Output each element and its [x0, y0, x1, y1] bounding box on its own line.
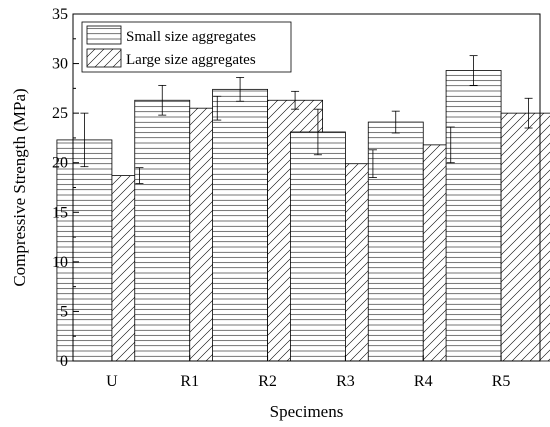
- legend-swatch-large-aggregates: [86, 48, 122, 68]
- y-tick-label: 5: [60, 303, 68, 320]
- x-tick-label: R2: [258, 373, 277, 390]
- y-tick-label: 35: [52, 6, 68, 23]
- legend: Small size aggregates Large size aggrega…: [81, 21, 292, 73]
- x-tick-label: R1: [180, 373, 199, 390]
- x-tick-label: R3: [336, 373, 355, 390]
- bar-r4-series-0: [367, 121, 424, 362]
- x-tick-label: R4: [414, 373, 433, 390]
- y-tick-label: 20: [52, 155, 68, 172]
- y-tick-label: 30: [52, 56, 68, 73]
- bar-r5-series-1: [500, 112, 550, 362]
- bar-r3-series-0: [290, 131, 346, 362]
- legend-label-large-aggregates: Large size aggregates: [126, 52, 256, 68]
- bars-layer: [56, 70, 550, 362]
- y-tick-label: 25: [52, 105, 68, 122]
- x-tick-label: U: [106, 373, 118, 390]
- x-tick-label: R5: [492, 373, 511, 390]
- legend-swatch-small-aggregates: [86, 25, 122, 45]
- error-bars-layer: [80, 55, 533, 184]
- bar-r5-series-0: [445, 70, 502, 362]
- bar-r1-series-0: [134, 99, 191, 362]
- bar-r2-series-0: [212, 88, 268, 362]
- y-tick-label: 10: [52, 254, 68, 271]
- y-tick-label: 15: [52, 204, 68, 221]
- x-axis: U R1 R2 R3 R4 R5: [106, 355, 510, 390]
- legend-label-small-aggregates: Small size aggregates: [126, 29, 256, 45]
- bar-u-series-0: [56, 139, 113, 362]
- y-tick-label: 0: [60, 353, 68, 370]
- x-axis-label: Specimens: [270, 402, 344, 421]
- y-axis-label: Compressive Strength (MPa): [10, 88, 29, 286]
- y-axis: 0 5 10 15 20 25 30 35: [52, 6, 79, 370]
